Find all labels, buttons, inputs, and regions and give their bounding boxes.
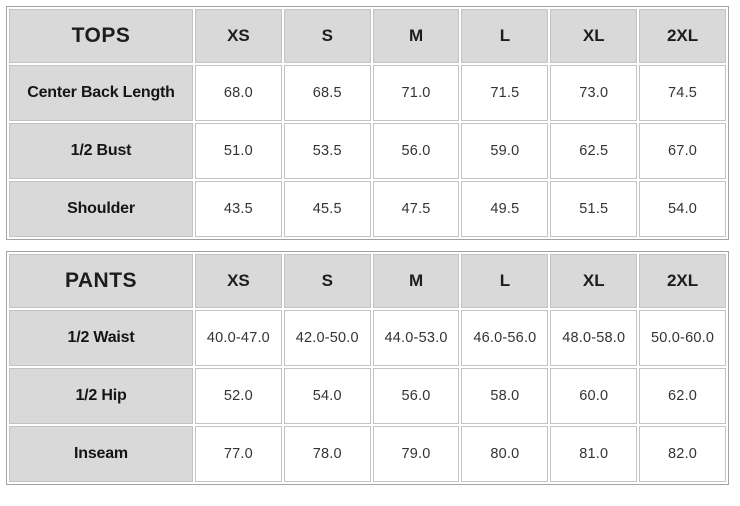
table-row: 1/2 Hip 52.0 54.0 56.0 58.0 60.0 62.0: [9, 368, 726, 424]
cell: 48.0-58.0: [550, 310, 638, 366]
cell: 51.5: [550, 181, 638, 237]
row-label-half-hip: 1/2 Hip: [9, 368, 193, 424]
cell: 68.5: [283, 65, 371, 121]
tops-col-header-2xl: 2XL: [639, 9, 726, 63]
cell: 56.0: [372, 368, 460, 424]
tops-header-row: TOPS XS S M L XL 2XL: [9, 9, 726, 63]
cell: 62.0: [639, 368, 726, 424]
cell: 53.5: [283, 123, 371, 179]
table-row: Shoulder 43.5 45.5 47.5 49.5 51.5 54.0: [9, 181, 726, 237]
table-row: 1/2 Bust 51.0 53.5 56.0 59.0 62.5 67.0: [9, 123, 726, 179]
tops-col-header-xs: XS: [195, 9, 282, 63]
cell: 40.0-47.0: [195, 310, 282, 366]
cell: 50.0-60.0: [639, 310, 726, 366]
pants-header-row: PANTS XS S M L XL 2XL: [9, 254, 726, 308]
cell: 68.0: [195, 65, 282, 121]
pants-col-header-l: L: [461, 254, 549, 308]
cell: 54.0: [283, 368, 371, 424]
cell: 52.0: [195, 368, 282, 424]
cell: 80.0: [461, 426, 549, 482]
cell: 71.0: [372, 65, 460, 121]
cell: 82.0: [639, 426, 726, 482]
cell: 47.5: [372, 181, 460, 237]
tops-table-title: TOPS: [9, 9, 193, 63]
pants-col-header-xl: XL: [550, 254, 638, 308]
cell: 81.0: [550, 426, 638, 482]
cell: 49.5: [461, 181, 549, 237]
tops-col-header-m: M: [372, 9, 460, 63]
cell: 54.0: [639, 181, 726, 237]
table-row: 1/2 Waist 40.0-47.0 42.0-50.0 44.0-53.0 …: [9, 310, 726, 366]
cell: 43.5: [195, 181, 282, 237]
cell: 74.5: [639, 65, 726, 121]
tops-col-header-s: S: [283, 9, 371, 63]
pants-col-header-xs: XS: [195, 254, 282, 308]
pants-col-header-s: S: [283, 254, 371, 308]
row-label-half-bust: 1/2 Bust: [9, 123, 193, 179]
cell: 45.5: [283, 181, 371, 237]
row-label-inseam: Inseam: [9, 426, 193, 482]
cell: 67.0: [639, 123, 726, 179]
cell: 78.0: [283, 426, 371, 482]
pants-size-table: PANTS XS S M L XL 2XL 1/2 Waist 40.0-47.…: [6, 251, 729, 485]
row-label-half-waist: 1/2 Waist: [9, 310, 193, 366]
cell: 73.0: [550, 65, 638, 121]
cell: 77.0: [195, 426, 282, 482]
cell: 51.0: [195, 123, 282, 179]
cell: 56.0: [372, 123, 460, 179]
table-row: Inseam 77.0 78.0 79.0 80.0 81.0 82.0: [9, 426, 726, 482]
cell: 58.0: [461, 368, 549, 424]
cell: 42.0-50.0: [283, 310, 371, 366]
cell: 62.5: [550, 123, 638, 179]
cell: 44.0-53.0: [372, 310, 460, 366]
tops-size-table: TOPS XS S M L XL 2XL Center Back Length …: [6, 6, 729, 240]
tops-col-header-xl: XL: [550, 9, 638, 63]
cell: 60.0: [550, 368, 638, 424]
tops-col-header-l: L: [461, 9, 549, 63]
row-label-center-back-length: Center Back Length: [9, 65, 193, 121]
row-label-shoulder: Shoulder: [9, 181, 193, 237]
cell: 46.0-56.0: [461, 310, 549, 366]
pants-col-header-2xl: 2XL: [639, 254, 726, 308]
cell: 71.5: [461, 65, 549, 121]
table-row: Center Back Length 68.0 68.5 71.0 71.5 7…: [9, 65, 726, 121]
cell: 79.0: [372, 426, 460, 482]
pants-table-title: PANTS: [9, 254, 193, 308]
cell: 59.0: [461, 123, 549, 179]
pants-col-header-m: M: [372, 254, 460, 308]
